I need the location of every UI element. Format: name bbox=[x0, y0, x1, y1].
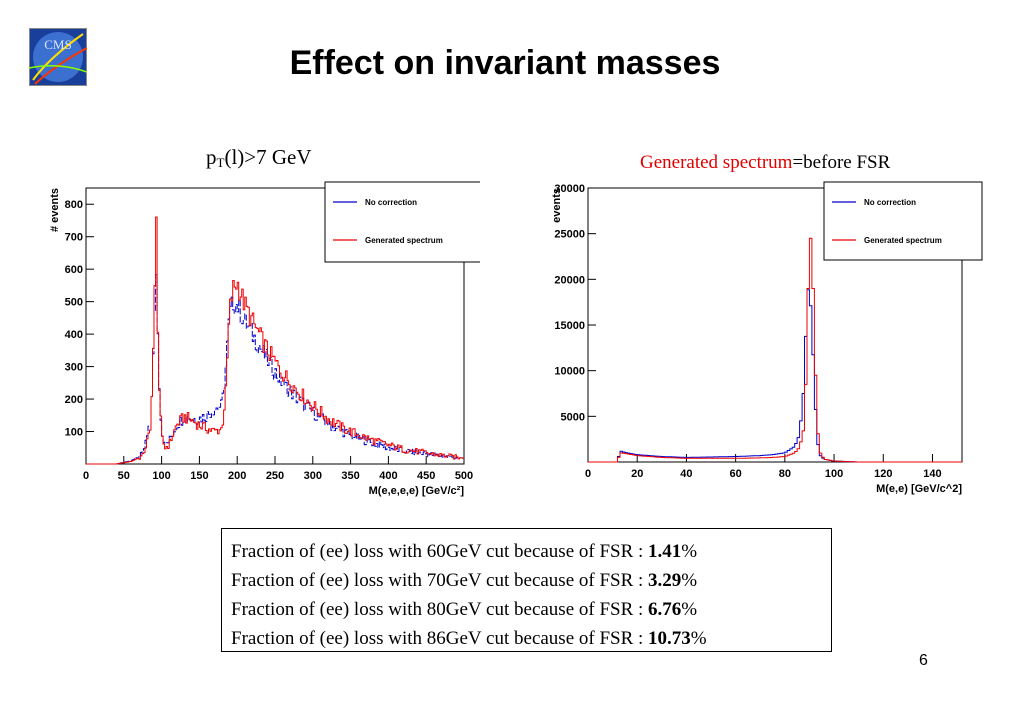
y-tick-label: 5000 bbox=[561, 411, 585, 423]
x-tick-label: 450 bbox=[417, 470, 435, 482]
x-tick-label: 60 bbox=[730, 468, 742, 480]
x-tick-label: 400 bbox=[379, 470, 397, 482]
legend-box bbox=[324, 181, 480, 263]
x-tick-label: 500 bbox=[455, 470, 473, 482]
y-tick-label: 15000 bbox=[554, 320, 585, 332]
right-plot-caption: Generated spectrum=before FSR bbox=[640, 152, 891, 173]
x-tick-label: 120 bbox=[874, 468, 892, 480]
y-tick-label: 10000 bbox=[554, 366, 585, 378]
y-axis-label: events bbox=[551, 188, 563, 223]
svg-text:CMS: CMS bbox=[44, 37, 71, 52]
x-tick-label: 300 bbox=[304, 470, 322, 482]
y-tick-label: 700 bbox=[65, 232, 83, 244]
cms-logo: CMS bbox=[29, 28, 87, 86]
series-line bbox=[86, 216, 464, 465]
page-number: 6 bbox=[919, 652, 928, 669]
x-tick-label: 40 bbox=[680, 468, 692, 480]
note-line: Fraction of (ee) loss with 86GeV cut bec… bbox=[231, 628, 707, 649]
legend-label: No correction bbox=[864, 198, 916, 207]
x-tick-label: 100 bbox=[825, 468, 843, 480]
x-axis-label: M(e,e,e,e) [GeV/c²] bbox=[369, 485, 465, 497]
x-tick-label: 100 bbox=[152, 470, 170, 482]
x-tick-label: 0 bbox=[585, 468, 591, 480]
x-tick-label: 250 bbox=[266, 470, 284, 482]
four-electron-mass-plot: 0 50 100 150 200 250 300 350 400 450 500 100 200 300 4… bbox=[49, 181, 480, 497]
y-tick-label: 400 bbox=[65, 329, 83, 341]
x-tick-label: 140 bbox=[923, 468, 941, 480]
dielectron-mass-plot: 0 20 40 60 80 100 120 140 5000 10000 15000 20000 250… bbox=[551, 181, 983, 495]
note-line: Fraction of (ee) loss with 70GeV cut bec… bbox=[231, 570, 698, 591]
slide-title: Effect on invariant masses bbox=[289, 44, 721, 82]
y-tick-label: 25000 bbox=[554, 229, 585, 241]
x-tick-label: 150 bbox=[190, 470, 208, 482]
left-plot-caption: pT(l)>7 GeV bbox=[206, 145, 312, 170]
y-tick-label: 800 bbox=[65, 199, 83, 211]
x-tick-label: 80 bbox=[779, 468, 791, 480]
x-axis-label: M(e,e) [GeV/c^2] bbox=[876, 483, 962, 495]
legend-box bbox=[823, 181, 983, 261]
x-tick-label: 50 bbox=[118, 470, 130, 482]
legend-label: No correction bbox=[365, 198, 417, 207]
x-tick-label: 0 bbox=[83, 470, 89, 482]
note-line: Fraction of (ee) loss with 60GeV cut bec… bbox=[231, 541, 698, 562]
y-tick-label: 300 bbox=[65, 362, 83, 374]
y-tick-label: 500 bbox=[65, 297, 83, 309]
y-tick-label: 20000 bbox=[554, 274, 585, 286]
y-tick-label: 30000 bbox=[554, 183, 585, 195]
y-tick-label: 100 bbox=[65, 427, 83, 439]
legend-label: Generated spectrum bbox=[365, 236, 443, 245]
legend-label: Generated spectrum bbox=[864, 236, 942, 245]
x-tick-label: 20 bbox=[631, 468, 643, 480]
y-tick-label: 600 bbox=[65, 264, 83, 276]
y-axis-label: # events bbox=[49, 188, 61, 232]
series-line bbox=[588, 237, 962, 463]
y-tick-label: 200 bbox=[65, 394, 83, 406]
x-tick-label: 350 bbox=[341, 470, 359, 482]
fsr-loss-summary: Fraction of (ee) loss with 60GeV cut bec… bbox=[221, 528, 832, 652]
note-line: Fraction of (ee) loss with 80GeV cut bec… bbox=[231, 599, 698, 620]
x-tick-label: 200 bbox=[228, 470, 246, 482]
